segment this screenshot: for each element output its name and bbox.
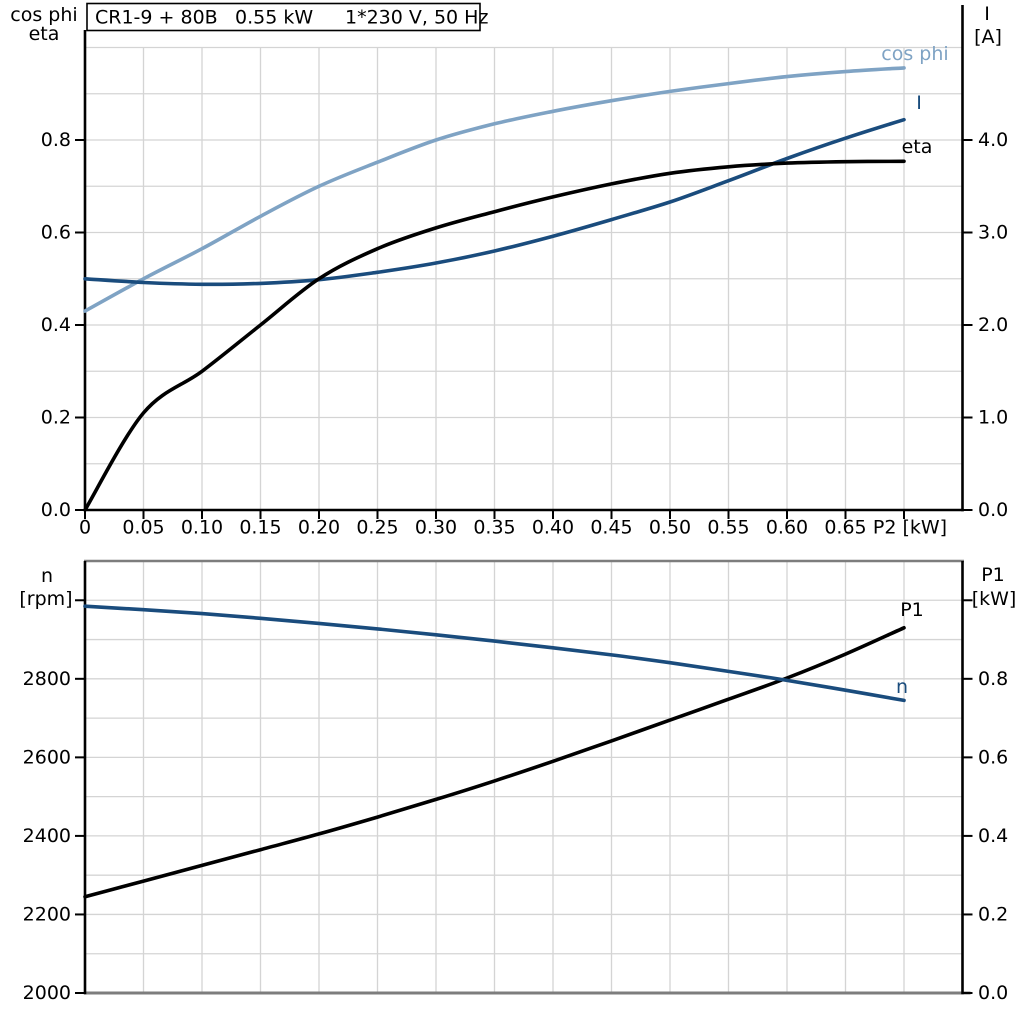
left-axis-tick-label: 0.4 xyxy=(41,314,71,336)
right-axis-tick-label: 0.8 xyxy=(978,668,1008,690)
right-axis-tick-label: 3.0 xyxy=(978,222,1008,244)
bottom-left-axis-header-line1: n xyxy=(41,565,53,587)
ticks-layer: 0.0 0.2 0.4 0.6 0.8 0.0 1.0 2.0 3.0 4.0 0 0.05 0.10 0… xyxy=(23,129,1009,1004)
x-axis-tick-label: 0.25 xyxy=(356,517,398,539)
x-axis-tick-label: 0.20 xyxy=(298,517,340,539)
right-axis-tick-label: 2.0 xyxy=(978,314,1008,336)
x-axis-tick-label: 0.05 xyxy=(122,517,164,539)
x-axis-tick-label: 0.30 xyxy=(415,517,457,539)
curve-label-I: I xyxy=(916,92,922,114)
x-axis-tick-label: 0.45 xyxy=(590,517,632,539)
title-box xyxy=(86,2,481,32)
left-axis-tick-label: 0.2 xyxy=(41,407,71,429)
left-axis-tick-label: 2000 xyxy=(23,982,71,1004)
title-part-voltage: 1*230 V, 50 Hz xyxy=(345,7,488,29)
bottom-left-axis-header-line2: [rpm] xyxy=(19,588,72,610)
curve-eta xyxy=(83,159,906,512)
top-left-axis-header-line1: cos phi xyxy=(10,4,77,26)
curves-layer xyxy=(83,66,906,899)
curve-label-cos-phi: cos phi xyxy=(881,43,948,65)
right-axis-tick-label: 4.0 xyxy=(978,129,1008,151)
x-axis-tick-label: 0.60 xyxy=(766,517,808,539)
right-axis-tick-label: 0.6 xyxy=(978,746,1008,768)
x-axis-tick-label: 0 xyxy=(79,517,91,539)
bottom-right-axis-header-line2: [kW] xyxy=(972,588,1017,610)
top-right-axis-header-line2: [A] xyxy=(974,26,1002,48)
top-right-axis-header-line1: I xyxy=(984,3,990,25)
curve-label-n: n xyxy=(896,676,908,698)
right-axis-tick-label: 0.0 xyxy=(978,982,1008,1004)
title-part-model: CR1-9 + 80B xyxy=(95,7,218,29)
curve-label-P1: P1 xyxy=(900,599,924,621)
left-axis-tick-label: 2800 xyxy=(23,668,71,690)
top-left-axis-header-line2: eta xyxy=(29,23,60,45)
x-axis-tick-label: 0.15 xyxy=(239,517,281,539)
curve-P1 xyxy=(83,626,906,899)
right-axis-tick-label: 0.2 xyxy=(978,903,1008,925)
x-axis-unit-label: P2 [kW] xyxy=(873,517,947,539)
gridlines-layer xyxy=(85,46,963,993)
left-axis-tick-label: 2400 xyxy=(23,825,71,847)
left-axis-tick-label: 2200 xyxy=(23,903,71,925)
axes-layer xyxy=(83,5,971,995)
right-axis-tick-label: 0.0 xyxy=(978,499,1008,521)
left-axis-tick-label: 2600 xyxy=(23,746,71,768)
x-axis-tick-label: 0.55 xyxy=(707,517,749,539)
right-axis-tick-label: 0.4 xyxy=(978,825,1008,847)
bottom-right-axis-header-line1: P1 xyxy=(981,564,1005,586)
x-axis-tick-label: 0.35 xyxy=(473,517,515,539)
x-axis-tick-label: 0.40 xyxy=(532,517,574,539)
x-axis-tick-label: 0.10 xyxy=(181,517,223,539)
curve-n xyxy=(83,604,906,703)
curve-cos-phi xyxy=(83,66,906,313)
x-axis-tick-label: 0.50 xyxy=(649,517,691,539)
left-axis-tick-label: 0.8 xyxy=(41,129,71,151)
left-axis-tick-label: 0.0 xyxy=(41,499,71,521)
right-axis-tick-label: 1.0 xyxy=(978,407,1008,429)
curve-label-eta: eta xyxy=(902,136,933,158)
title-part-power: 0.55 kW xyxy=(235,7,313,29)
x-axis-tick-label: 0.65 xyxy=(824,517,866,539)
left-axis-tick-label: 0.6 xyxy=(41,222,71,244)
